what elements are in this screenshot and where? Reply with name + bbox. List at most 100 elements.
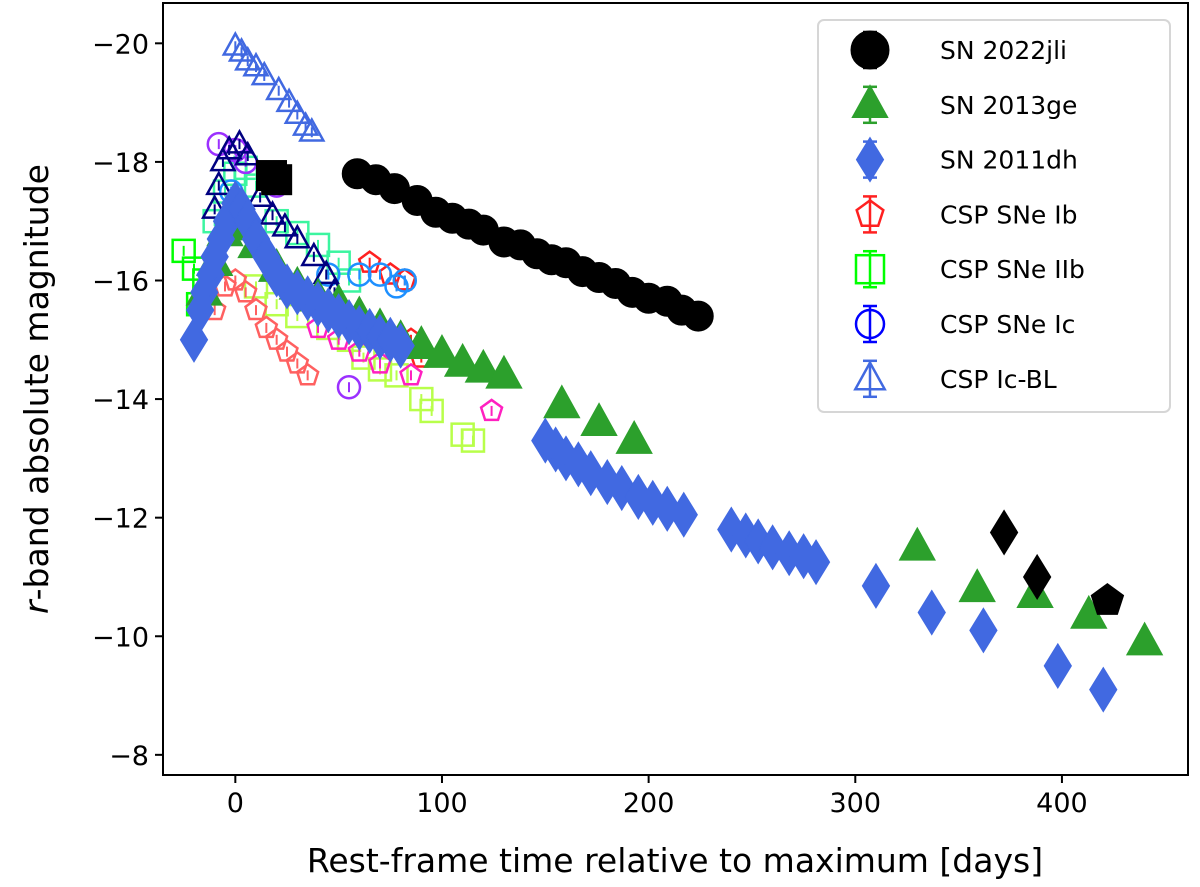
legend-marker-triangle (853, 360, 887, 391)
data-point (283, 223, 311, 249)
data-point (861, 562, 891, 609)
legend-entry: CSP SNe Ib (855, 195, 1078, 234)
data-point (261, 164, 293, 196)
legend-entry: CSP Ic-BL (853, 359, 1057, 399)
x-axis-label: Rest-frame time relative to maximum [day… (307, 841, 1043, 880)
plot-frame (162, 2, 1189, 776)
y-tick-label: −10 (92, 622, 149, 653)
legend-label: SN 2022jli (940, 36, 1067, 65)
data-point (234, 140, 262, 166)
data-point (543, 384, 581, 419)
legend-label: SN 2013ge (940, 91, 1077, 120)
data-point (225, 128, 254, 154)
x-tick-label: 400 (1036, 788, 1088, 819)
legend-label: CSP SNe Ic (940, 310, 1075, 339)
data-point (233, 279, 258, 303)
data-point (300, 241, 328, 267)
data-point (419, 398, 444, 424)
legend-entry: CSP SNe Ic (854, 304, 1075, 344)
data-point (205, 170, 233, 196)
legend-marker-pentagon (855, 198, 885, 227)
data-point (479, 398, 504, 422)
legend-marker-circle (854, 308, 886, 340)
data-point (242, 51, 270, 77)
data-point (443, 342, 482, 377)
y-axis-label-rest: -band absolute magnitude (17, 164, 56, 600)
data-point (1125, 621, 1164, 656)
data-point (1043, 642, 1072, 689)
y-tick-label: −16 (92, 266, 149, 297)
data-point (243, 274, 269, 299)
series-csp-sne-ic (206, 131, 418, 400)
data-point (312, 259, 340, 285)
data-point (392, 268, 418, 293)
data-point (653, 485, 682, 532)
data-point (250, 60, 278, 86)
data-point (209, 146, 237, 172)
legend-entry: SN 2022jli (850, 30, 1067, 70)
data-point (291, 111, 320, 136)
axes: 0 100 200 300 400 −20 −18 −16 −14 −12 −10 −8 (92, 29, 1088, 819)
legend-label: CSP SNe IIb (940, 255, 1085, 284)
y-axis-label: r-band absolute magnitude (17, 164, 56, 614)
data-point (989, 509, 1019, 556)
data-point (615, 420, 653, 454)
data-point (1089, 666, 1118, 713)
data-point (423, 334, 461, 368)
legend-label: SN 2011dh (940, 146, 1078, 175)
legend-entry: CSP SNe IIb (854, 249, 1085, 289)
data-point (1022, 553, 1052, 601)
legend-marker-circle (850, 30, 890, 70)
x-tick-label: 0 (227, 788, 244, 819)
y-tick-label: −14 (92, 385, 149, 416)
y-tick-label: −8 (109, 741, 149, 772)
legend-marker-triangle (851, 84, 889, 119)
legend-entry: SN 2013ge (851, 84, 1077, 125)
data-point (384, 363, 409, 388)
x-tick-label: 100 (416, 788, 468, 819)
data-point (215, 134, 243, 160)
data-point (246, 182, 274, 207)
legend: SN 2022jli SN 2013ge SN 2011dh CSP SNe Ib CS… (817, 19, 1171, 413)
data-point (347, 262, 372, 287)
data-point (271, 211, 299, 237)
data-point (1090, 583, 1125, 615)
data-point (258, 200, 287, 225)
data-point (295, 362, 320, 386)
legend-marker-diamond (855, 136, 885, 183)
data-point (576, 450, 605, 497)
series-sn-2022jli (255, 158, 1125, 615)
data-point (298, 117, 326, 142)
data-point (958, 568, 996, 603)
data-point (580, 402, 618, 437)
legend-label: CSP Ic-BL (940, 365, 1057, 394)
series-sn-2011dh (179, 180, 1118, 713)
data-point (265, 75, 293, 101)
data-point (336, 374, 362, 400)
data-point (221, 31, 249, 56)
data-point (485, 354, 523, 389)
legend-box (817, 19, 1171, 413)
data-point (607, 464, 636, 512)
data-point (283, 99, 311, 124)
data-point (367, 262, 393, 287)
data-point (917, 589, 946, 636)
data-point (758, 524, 787, 571)
data-point (460, 428, 486, 453)
data-point (399, 362, 423, 386)
data-point (200, 194, 229, 219)
y-tick-label: −18 (92, 148, 149, 179)
data-point (275, 87, 303, 113)
y-axis-label-italic: r (17, 598, 56, 614)
y-tick-label: −12 (92, 504, 149, 535)
x-tick-label: 200 (623, 788, 675, 819)
legend-entry: SN 2011dh (855, 136, 1078, 183)
data-point (669, 491, 698, 538)
data-point (801, 539, 831, 586)
x-tick-label: 300 (830, 788, 882, 819)
data-point (969, 607, 998, 654)
data-point (898, 526, 936, 561)
y-tick-label: −20 (92, 29, 149, 60)
series-csp-ic-bl (200, 31, 349, 302)
